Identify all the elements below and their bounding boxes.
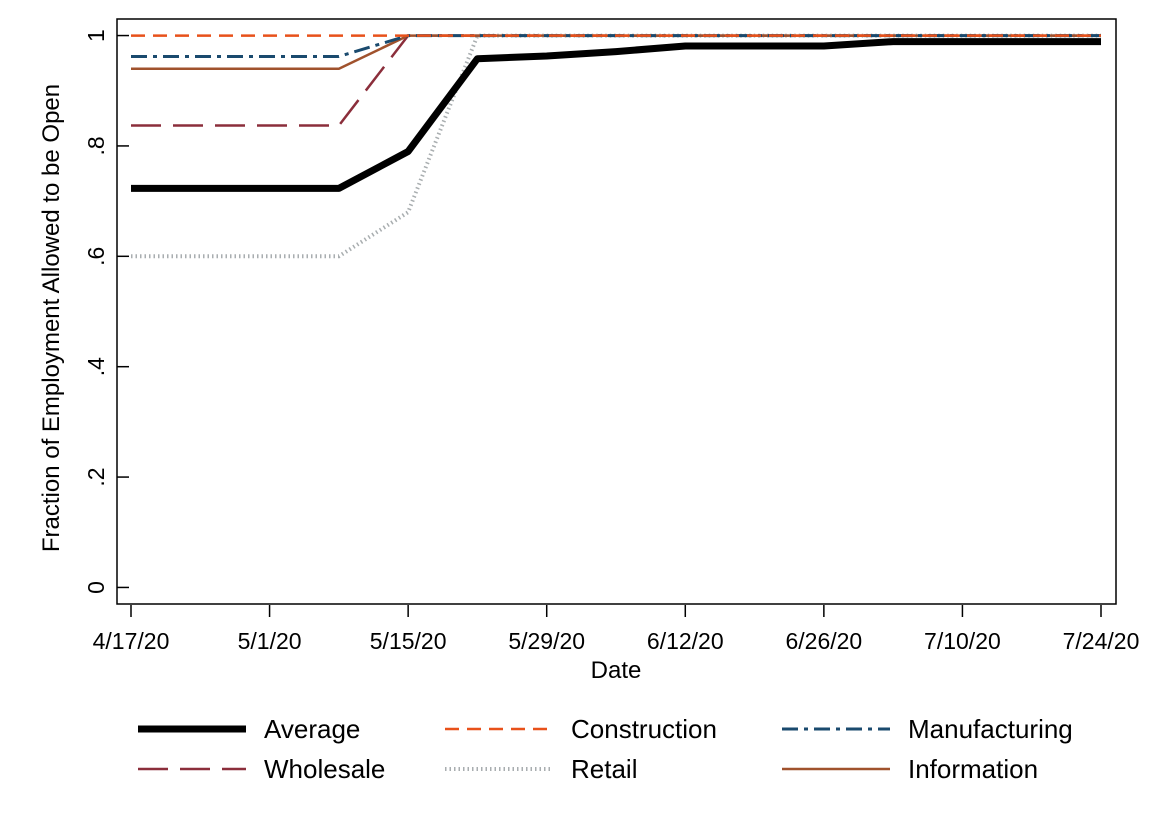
series-line-average (131, 38, 1101, 192)
x-tick-label: 7/24/20 (1063, 628, 1140, 654)
x-tick-label: 6/26/20 (785, 628, 862, 654)
x-tick-label: 5/1/20 (238, 628, 302, 654)
x-tick-label: 7/10/20 (924, 628, 1001, 654)
y-tick-label: .4 (83, 357, 109, 376)
x-tick-label: 5/29/20 (508, 628, 585, 654)
legend-label-manufacturing: Manufacturing (908, 714, 1073, 744)
legend-label-average: Average (264, 714, 360, 744)
series-lines (131, 33, 1101, 259)
legend-label-retail: Retail (571, 754, 637, 784)
y-tick-label: .6 (83, 247, 109, 266)
y-tick-label: .8 (83, 136, 109, 155)
x-tick-label: 6/12/20 (647, 628, 724, 654)
y-tick-label: 0 (83, 581, 109, 594)
legend-label-information: Information (908, 754, 1038, 784)
legend-label-wholesale: Wholesale (264, 754, 385, 784)
x-tick-label: 5/15/20 (370, 628, 447, 654)
y-tick-label: .2 (83, 467, 109, 486)
y-axis: 0 .2 .4 .6 .8 1 (83, 29, 129, 594)
legend-label-construction: Construction (571, 714, 717, 744)
x-axis: 4/17/20 5/1/20 5/15/20 5/29/20 6/12/20 6/26/2… (93, 605, 1140, 654)
x-tick-label: 4/17/20 (93, 628, 170, 654)
y-axis-title: Fraction of Employment Allowed to be Ope… (38, 84, 65, 552)
plot-frame (116, 18, 1117, 605)
x-axis-title: Date (591, 657, 642, 684)
legend: Average Construction Manufacturing Wholesal… (138, 714, 1073, 784)
y-tick-label: 1 (83, 29, 109, 42)
